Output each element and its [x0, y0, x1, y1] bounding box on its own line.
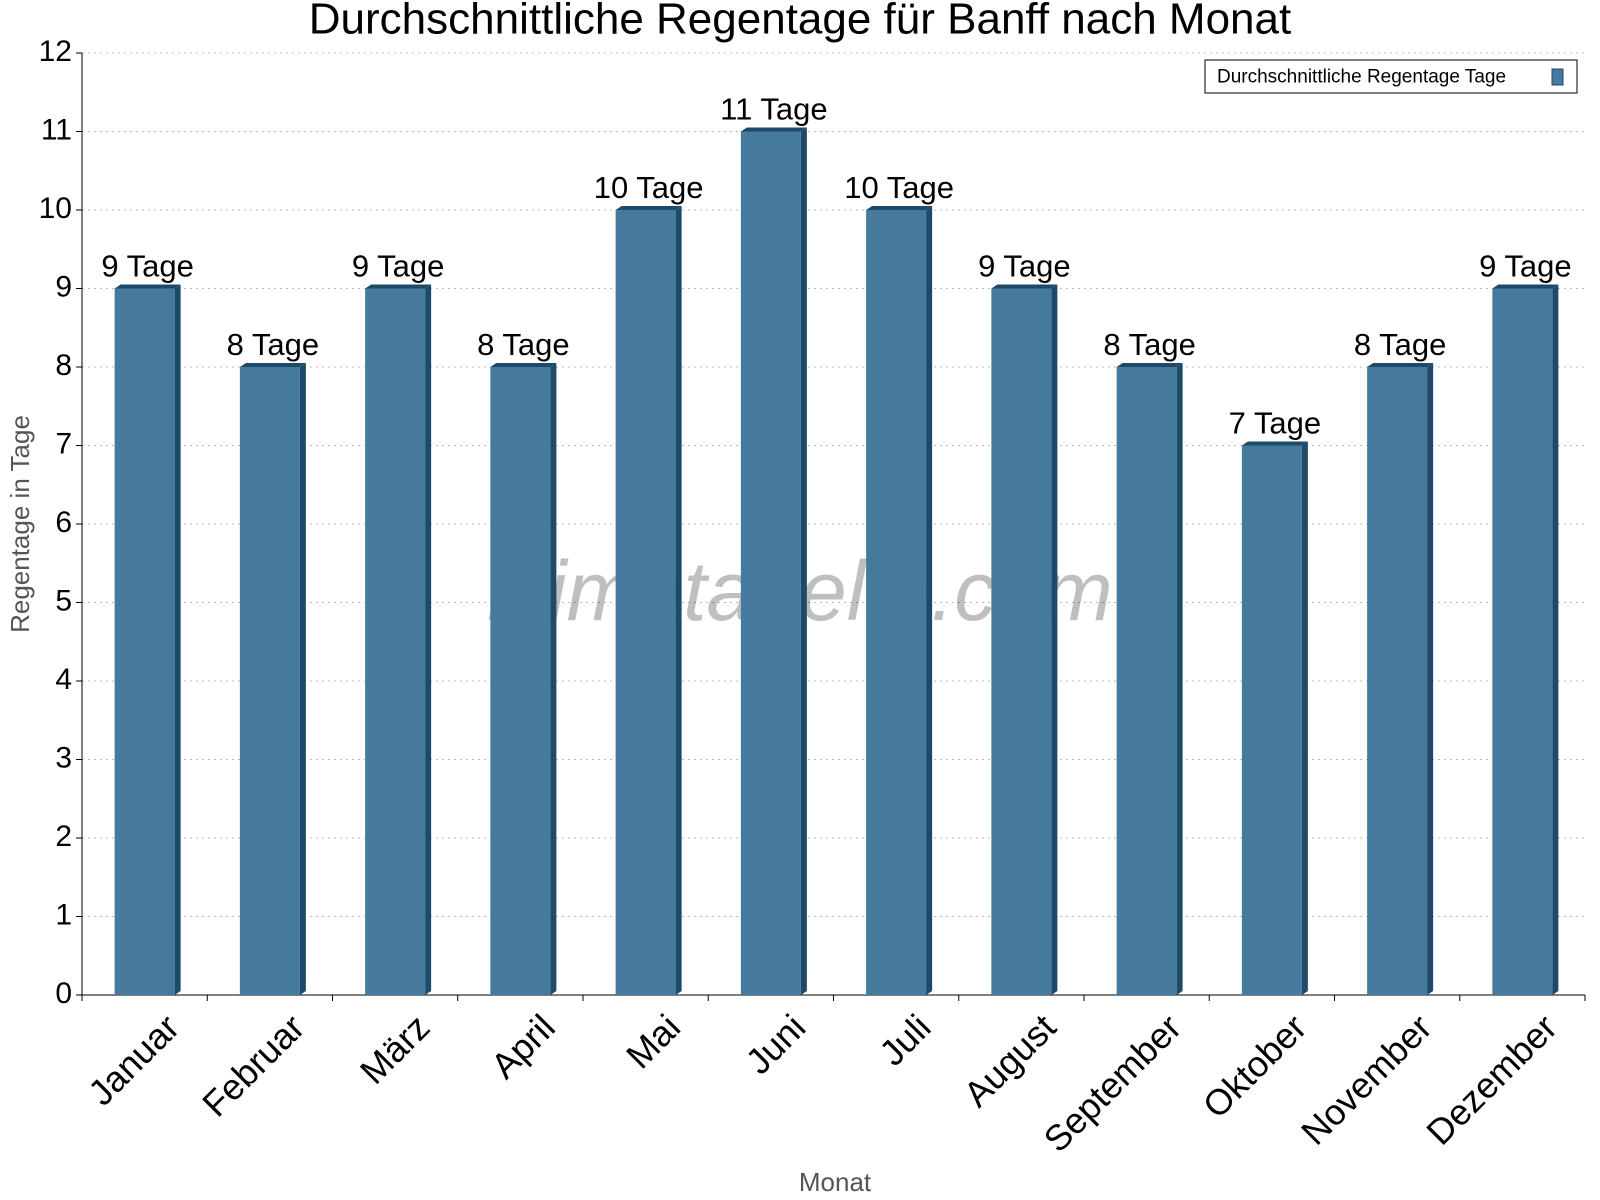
- x-tick-label: November: [1293, 1006, 1439, 1152]
- y-tick-label: 9: [55, 270, 72, 303]
- y-tick-label: 0: [55, 977, 72, 1010]
- value-label: 9 Tage: [978, 249, 1071, 284]
- bar-side: [299, 363, 306, 995]
- bar: [1492, 288, 1553, 995]
- y-tick-label: 11: [41, 113, 72, 146]
- value-label: 10 Tage: [844, 170, 954, 205]
- value-label: 10 Tage: [594, 170, 704, 205]
- bar-side: [1301, 441, 1308, 995]
- bar-top: [991, 284, 1058, 289]
- bar-side: [1427, 363, 1434, 995]
- x-tick-label: Juni: [738, 1006, 814, 1082]
- x-tick-label: April: [483, 1006, 563, 1086]
- x-tick-label: Juli: [871, 1006, 938, 1073]
- x-tick-label: August: [956, 1006, 1064, 1114]
- x-tick-label: Mai: [618, 1006, 688, 1076]
- bar-top: [490, 363, 557, 367]
- bar: [991, 288, 1052, 995]
- bar: [1116, 367, 1177, 995]
- bar-side: [1176, 363, 1183, 995]
- x-tick-label: September: [1035, 1006, 1189, 1160]
- bar-side: [174, 284, 181, 995]
- bar-side: [1552, 284, 1559, 995]
- value-label: 11 Tage: [720, 92, 827, 127]
- bar-top: [114, 284, 181, 289]
- value-label: 8 Tage: [1354, 327, 1447, 362]
- y-tick-label: 8: [55, 349, 72, 382]
- value-label: 7 Tage: [1229, 406, 1322, 441]
- y-tick-label: 5: [55, 584, 72, 617]
- bar-side: [926, 206, 933, 995]
- legend-box: [1204, 59, 1578, 94]
- value-label: 9 Tage: [1479, 249, 1572, 284]
- bar: [239, 367, 300, 995]
- y-tick-label: 12: [39, 35, 72, 68]
- legend: Durchschnittliche Regentage Tage: [1204, 59, 1578, 94]
- bar-side: [425, 284, 432, 995]
- bar-top: [239, 363, 306, 367]
- value-label: 8 Tage: [477, 327, 570, 362]
- bar-side: [550, 363, 557, 995]
- bar: [615, 210, 676, 995]
- value-label: 8 Tage: [227, 327, 320, 362]
- value-label: 8 Tage: [1103, 327, 1196, 362]
- y-tick-label: 1: [55, 898, 72, 931]
- bar-top: [866, 206, 933, 210]
- y-tick-label: 4: [55, 663, 72, 696]
- y-tick-label: 3: [55, 741, 72, 774]
- bar-top: [1367, 363, 1434, 367]
- y-tick-label: 10: [39, 192, 72, 225]
- chart-title: Durchschnittliche Regentage für Banff na…: [309, 0, 1291, 44]
- bar-top: [1241, 441, 1308, 446]
- bar-top: [740, 127, 807, 132]
- y-tick-label: 7: [55, 427, 72, 460]
- bar-top: [1492, 284, 1559, 289]
- bar: [114, 288, 175, 995]
- bar-top: [365, 284, 432, 289]
- value-label: 9 Tage: [352, 249, 445, 284]
- y-tick-label: 6: [55, 506, 72, 539]
- bar: [365, 288, 426, 995]
- x-tick-label: Februar: [194, 1006, 312, 1124]
- legend-swatch: [1551, 68, 1564, 86]
- bar-side: [675, 206, 682, 995]
- bar: [1241, 445, 1302, 995]
- y-tick-label: 2: [55, 820, 72, 853]
- bar-top: [1116, 363, 1183, 367]
- bar-top: [615, 206, 682, 210]
- bar: [490, 367, 551, 995]
- x-tick-label: Oktober: [1195, 1006, 1315, 1126]
- x-tick-label: Dezember: [1418, 1006, 1564, 1152]
- bar-side: [800, 127, 807, 995]
- y-axis-label: Regentage in Tage: [5, 415, 35, 633]
- bar-side: [1051, 284, 1058, 995]
- bar: [740, 131, 801, 995]
- bar: [1367, 367, 1428, 995]
- value-label: 9 Tage: [101, 249, 194, 284]
- x-tick-label: März: [352, 1006, 438, 1092]
- legend-label: Durchschnittliche Regentage Tage: [1217, 67, 1506, 88]
- x-axis-label: Monat: [799, 1167, 872, 1197]
- x-tick-label: Januar: [80, 1006, 187, 1113]
- bar: [866, 210, 927, 995]
